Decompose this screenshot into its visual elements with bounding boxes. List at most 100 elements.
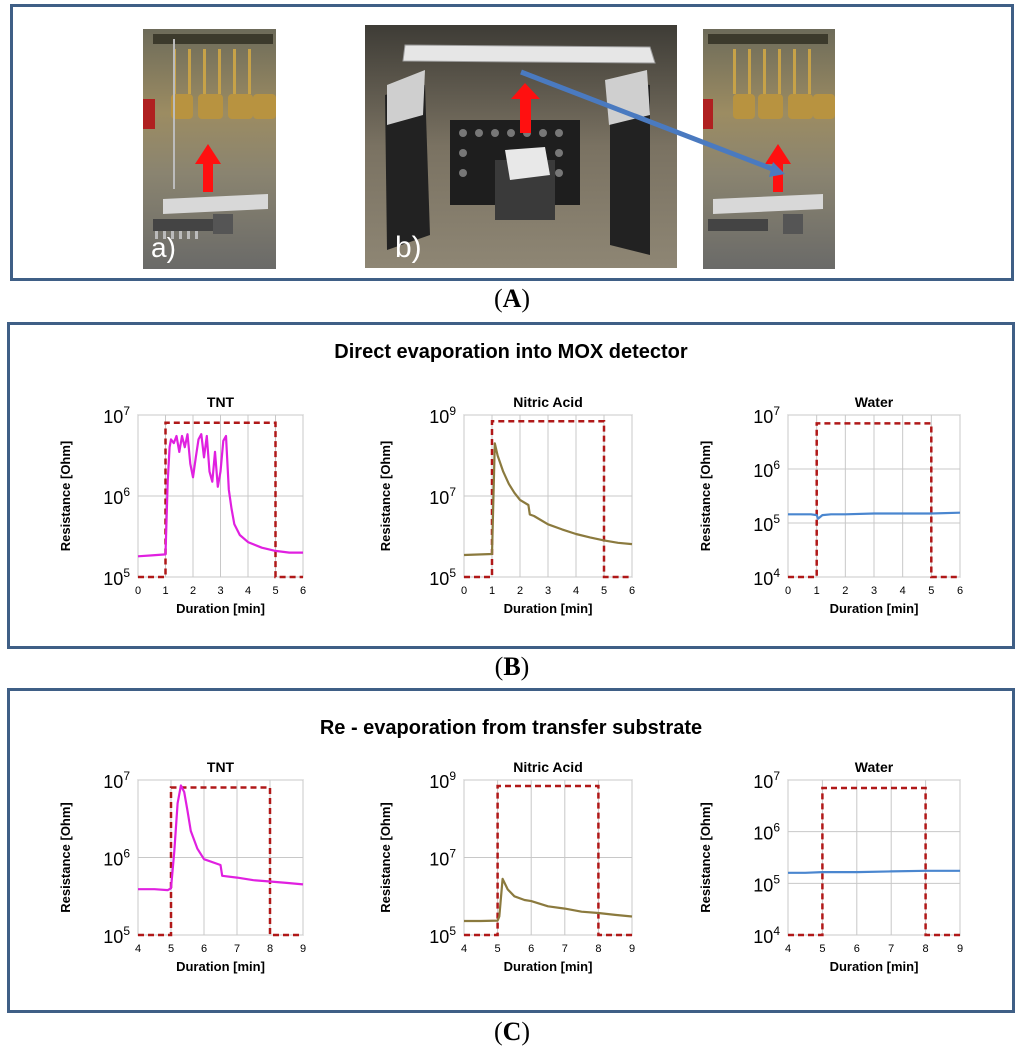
y-tick-label: 105	[753, 872, 780, 895]
x-tick-label: 4	[245, 585, 251, 597]
chart-title: Water	[855, 759, 894, 775]
x-tick-label: 7	[234, 943, 240, 955]
x-tick-label: 8	[595, 943, 601, 955]
x-axis-label: Duration [min]	[504, 601, 593, 616]
photo-b-image: b)	[365, 25, 677, 268]
chart-reevap-tnt: 4 5 6 7 8 9 105 106 107 TNT Duration [min] Resistan…	[58, 759, 306, 974]
y-tick-label: 106	[753, 821, 780, 844]
x-axis-label: Duration [min]	[176, 601, 265, 616]
y-tick-label: 107	[753, 769, 780, 792]
nitric-response-line	[463, 442, 633, 557]
x-tick-label: 4	[461, 943, 467, 955]
evaporation-pulse-line	[788, 422, 960, 579]
evaporation-pulse-line	[464, 784, 632, 937]
x-tick-label: 5	[819, 943, 825, 955]
x-tick-label: 6	[300, 585, 306, 597]
chart-direct-water: 0 1 2 3 4 5 6 104 105 106 107 Water Duration [min] Re…	[698, 394, 963, 616]
y-tick-label: 107	[753, 404, 780, 427]
y-axis-label: Resistance [Ohm]	[58, 802, 73, 913]
evaporation-pulse-line	[138, 421, 303, 579]
tnt-response-line	[137, 433, 303, 558]
chart-reevap-nitric-acid: 4 5 6 7 8 9 105 107 109 Nitric Acid Duration [min]…	[378, 759, 635, 974]
x-axis-label: Duration [min]	[504, 959, 593, 974]
x-tick-label: 6	[201, 943, 207, 955]
x-tick-label: 3	[545, 585, 551, 597]
x-tick-label: 2	[517, 585, 523, 597]
y-tick-label: 107	[103, 769, 130, 792]
x-tick-label: 4	[785, 943, 791, 955]
connector-line	[520, 69, 785, 177]
y-tick-label: 107	[429, 847, 456, 870]
x-tick-label: 1	[814, 585, 820, 597]
y-tick-label: 105	[103, 566, 130, 589]
x-tick-label: 5	[272, 585, 278, 597]
panel-b-title: Direct evaporation into MOX detector	[334, 341, 688, 363]
y-tick-label: 107	[103, 404, 130, 427]
x-tick-label: 5	[495, 943, 501, 955]
chart-title: Nitric Acid	[513, 394, 583, 410]
nitric-response-line	[464, 877, 633, 923]
x-tick-label: 0	[135, 585, 141, 597]
evaporation-pulse-line	[464, 420, 632, 579]
evaporation-pulse-line	[138, 786, 303, 937]
y-axis-label: Resistance [Ohm]	[378, 802, 393, 913]
x-tick-label: 9	[957, 943, 963, 955]
x-axis-label: Duration [min]	[830, 959, 919, 974]
y-tick-label: 104	[753, 566, 780, 589]
x-tick-label: 3	[217, 585, 223, 597]
chart-reevap-water: 4 5 6 7 8 9 104 105 106 107 Water Duration [min] Res…	[698, 759, 963, 974]
x-tick-label: 1	[162, 585, 168, 597]
y-tick-label: 105	[429, 924, 456, 947]
x-tick-label: 4	[573, 585, 579, 597]
chart-title: TNT	[207, 759, 235, 775]
x-tick-label: 8	[923, 943, 929, 955]
x-tick-label: 2	[190, 585, 196, 597]
x-tick-label: 5	[928, 585, 934, 597]
chart-direct-nitric-acid: 0 1 2 3 4 5 6 105 107 109 Nitric Acid Duration [min…	[378, 394, 635, 616]
y-axis-label: Resistance [Ohm]	[698, 802, 713, 913]
y-tick-label: 106	[103, 847, 130, 870]
y-tick-label: 105	[429, 566, 456, 589]
y-tick-label: 109	[429, 769, 456, 792]
photo-b: b)	[365, 25, 677, 268]
y-tick-label: 109	[429, 404, 456, 427]
photo-a-label: a)	[151, 232, 176, 263]
x-tick-label: 5	[601, 585, 607, 597]
y-tick-label: 106	[753, 458, 780, 481]
y-tick-label: 104	[753, 924, 780, 947]
x-tick-label: 6	[629, 585, 635, 597]
panel-c-title: Re - evaporation from transfer substrate	[319, 717, 703, 739]
x-tick-label: 4	[135, 943, 141, 955]
panel-b-label: (B)	[494, 652, 530, 681]
x-tick-label: 2	[842, 585, 848, 597]
y-axis-label: Resistance [Ohm]	[58, 441, 73, 552]
x-tick-label: 4	[900, 585, 906, 597]
x-tick-label: 1	[489, 585, 495, 597]
y-axis-label: Resistance [Ohm]	[378, 441, 393, 552]
y-axis-label: Resistance [Ohm]	[698, 441, 713, 552]
x-axis-label: Duration [min]	[176, 959, 265, 974]
photo-b-label: b)	[395, 231, 422, 264]
x-tick-label: 8	[267, 943, 273, 955]
x-tick-label: 6	[957, 585, 963, 597]
x-tick-label: 0	[785, 585, 791, 597]
y-tick-label: 105	[753, 512, 780, 535]
x-tick-label: 7	[888, 943, 894, 955]
evaporation-pulse-line	[788, 786, 960, 937]
panel-a-label: (A)	[493, 284, 531, 313]
x-tick-label: 9	[629, 943, 635, 955]
x-tick-label: 7	[562, 943, 568, 955]
x-tick-label: 6	[528, 943, 534, 955]
y-tick-label: 105	[103, 924, 130, 947]
tnt-response-line	[138, 784, 304, 892]
chart-title: Water	[855, 394, 894, 410]
x-axis-label: Duration [min]	[830, 601, 919, 616]
chart-title: TNT	[207, 394, 235, 410]
plot-area	[787, 779, 961, 936]
water-response-line	[788, 869, 960, 874]
chart-direct-tnt: 0 1 2 3 4 5 6 105 106 107 TNT Duration [min] Resista…	[58, 394, 306, 616]
panel-c-label: (C)	[493, 1017, 531, 1046]
x-tick-label: 6	[854, 943, 860, 955]
photo-a-image: a)	[143, 29, 276, 269]
x-tick-label: 9	[300, 943, 306, 955]
